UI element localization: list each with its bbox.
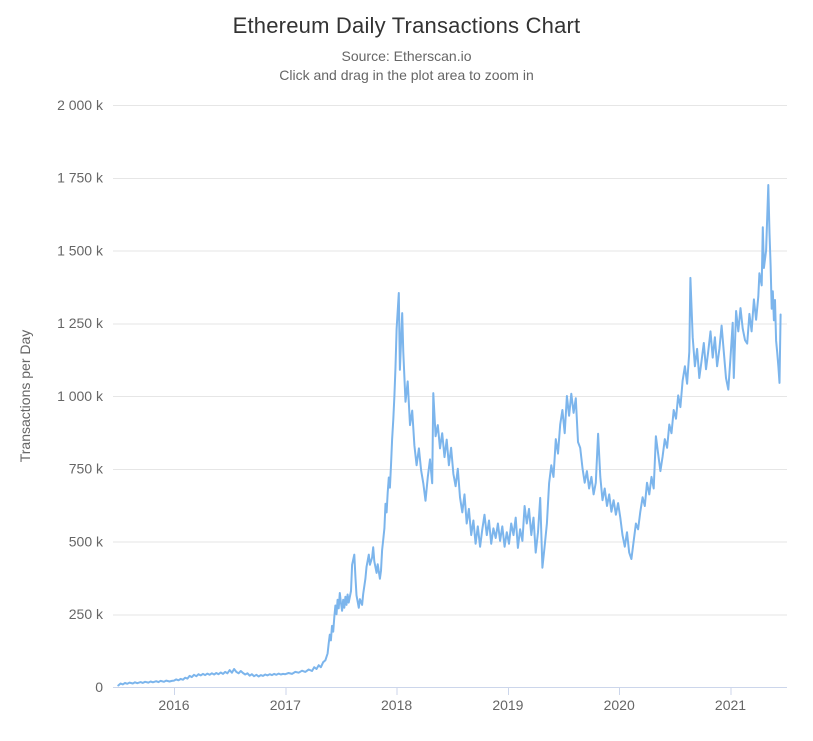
x-tick-label: 2020 [604,697,635,713]
chart-subtitle-hint: Click and drag in the plot area to zoom … [279,67,534,83]
y-tick-label: 250 k [69,606,104,622]
y-tick-label: 2 000 k [57,97,104,113]
chart-subtitle-source: Source: Etherscan.io [341,48,472,64]
y-tick-label: 1 250 k [57,315,104,331]
x-tick-label: 2021 [715,697,746,713]
x-tick-label: 2016 [158,697,189,713]
y-tick-label: 750 k [69,461,104,477]
y-tick-label: 1 750 k [57,170,104,186]
y-tick-label: 1 500 k [57,242,104,258]
y-tick-label: 1 000 k [57,388,104,404]
x-tick-label: 2019 [492,697,523,713]
chart-title: Ethereum Daily Transactions Chart [232,13,581,38]
transactions-series-line [117,184,782,687]
y-axis-title: Transactions per Day [17,330,33,463]
x-tick-label: 2017 [270,697,301,713]
y-tick-label: 500 k [69,533,104,549]
x-tick-label: 2018 [381,697,412,713]
plot-area[interactable] [113,105,787,687]
y-tick-label: 0 [95,679,103,695]
